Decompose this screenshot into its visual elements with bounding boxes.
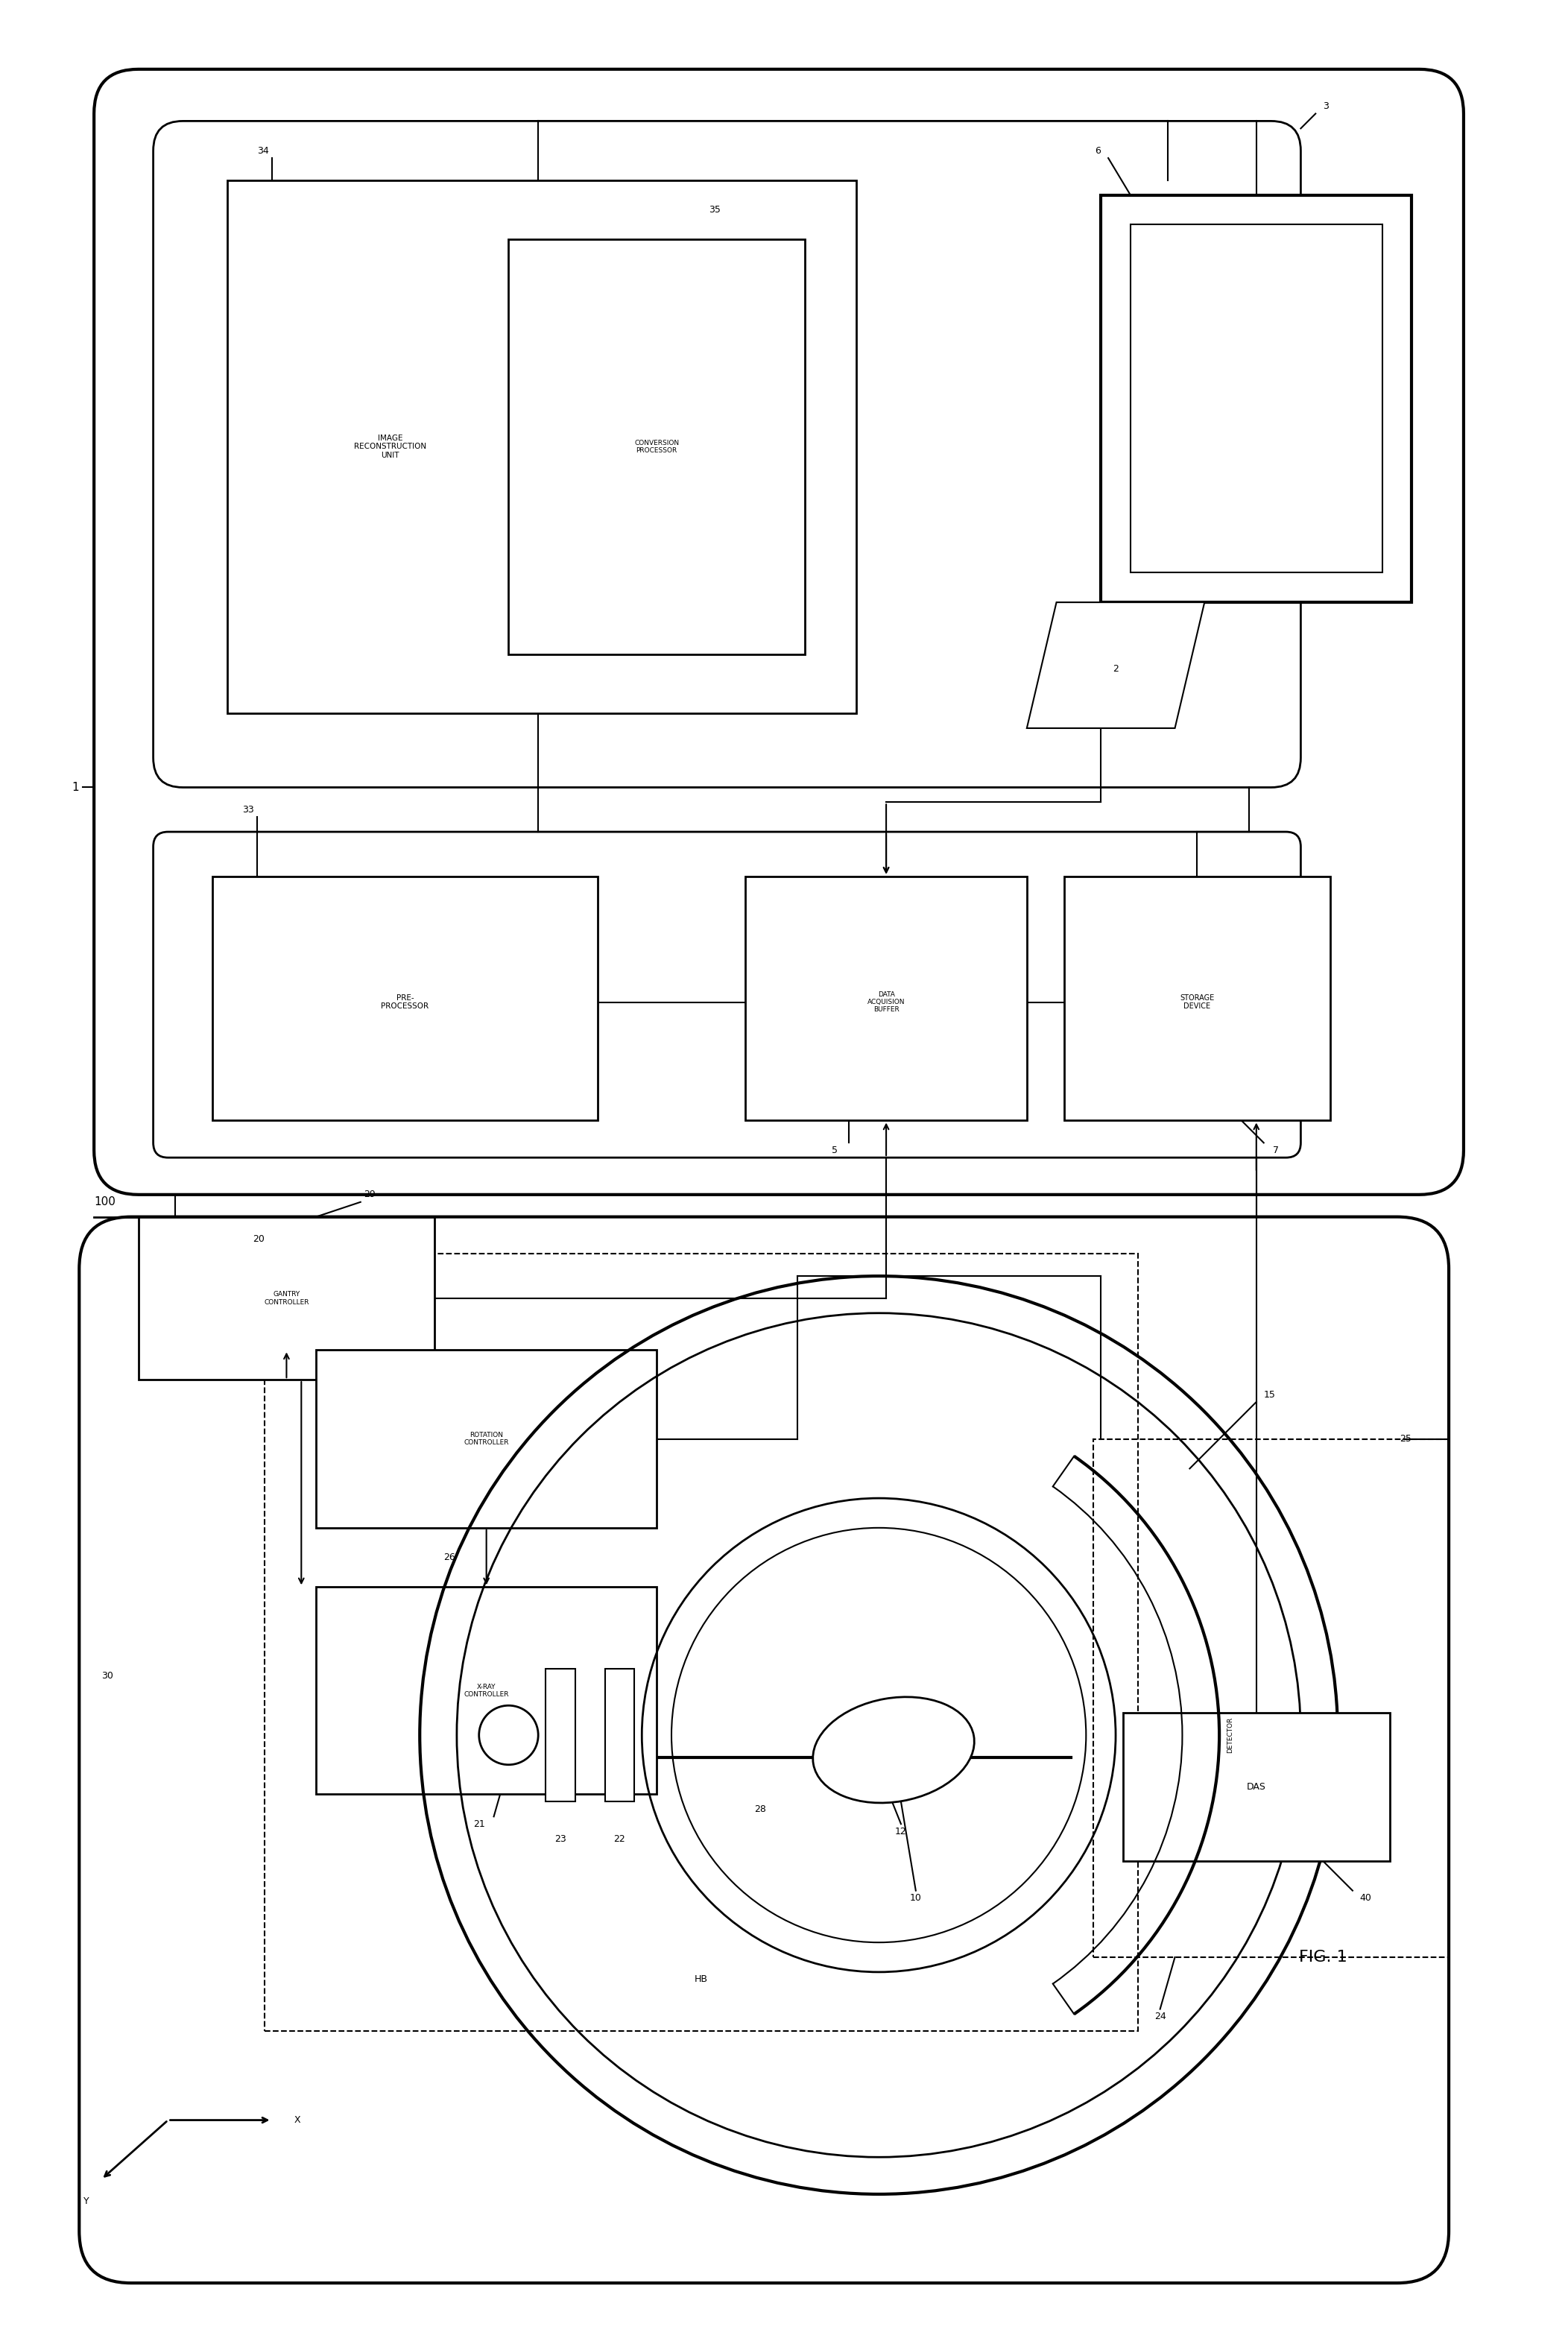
Text: Y: Y xyxy=(83,2197,89,2207)
Bar xyxy=(213,877,597,1121)
Text: 12: 12 xyxy=(895,1826,906,1835)
Ellipse shape xyxy=(812,1697,974,1802)
FancyBboxPatch shape xyxy=(154,122,1301,787)
Bar xyxy=(317,1586,657,1795)
Text: 100: 100 xyxy=(94,1196,116,1208)
Text: 28: 28 xyxy=(754,1805,767,1814)
Text: 10: 10 xyxy=(909,1894,922,1904)
Bar xyxy=(1123,1713,1389,1861)
Polygon shape xyxy=(1027,602,1204,728)
FancyBboxPatch shape xyxy=(80,1217,1449,2282)
Text: 26: 26 xyxy=(444,1553,455,1563)
FancyBboxPatch shape xyxy=(94,68,1463,1194)
Bar xyxy=(745,877,1027,1121)
Text: 3: 3 xyxy=(1323,101,1328,110)
Bar xyxy=(546,1669,575,1802)
Text: IMAGE
RECONSTRUCTION
UNIT: IMAGE RECONSTRUCTION UNIT xyxy=(354,435,426,458)
Text: 5: 5 xyxy=(831,1144,837,1156)
Text: 35: 35 xyxy=(709,204,720,214)
Text: 7: 7 xyxy=(1273,1144,1278,1156)
Bar xyxy=(1093,1438,1449,1958)
Text: 24: 24 xyxy=(1154,2012,1167,2021)
Text: ROTATION
CONTROLLER: ROTATION CONTROLLER xyxy=(464,1431,510,1445)
Text: 22: 22 xyxy=(613,1833,626,1845)
Text: 29: 29 xyxy=(364,1189,375,1199)
Text: 34: 34 xyxy=(257,146,268,155)
Text: 40: 40 xyxy=(1359,1894,1372,1904)
Text: X-RAY
CONTROLLER: X-RAY CONTROLLER xyxy=(464,1683,510,1699)
Text: 33: 33 xyxy=(241,804,254,815)
Text: 1: 1 xyxy=(72,783,80,792)
Text: HB: HB xyxy=(695,1974,707,1983)
Bar xyxy=(1131,226,1381,573)
Bar xyxy=(508,240,804,653)
Bar xyxy=(1063,877,1330,1121)
Bar xyxy=(265,1255,1138,2030)
Text: 30: 30 xyxy=(102,1671,113,1680)
Text: 6: 6 xyxy=(1094,146,1101,155)
Bar xyxy=(317,1351,657,1528)
Bar xyxy=(605,1669,635,1802)
Bar xyxy=(227,181,856,714)
Bar xyxy=(138,1217,434,1379)
Text: 20: 20 xyxy=(252,1234,265,1243)
Text: 21: 21 xyxy=(474,1819,485,1828)
Text: FIG. 1: FIG. 1 xyxy=(1298,1950,1347,1965)
Text: DETECTOR: DETECTOR xyxy=(1228,1718,1234,1753)
Text: DATA
ACQUISION
BUFFER: DATA ACQUISION BUFFER xyxy=(867,992,905,1013)
Text: 23: 23 xyxy=(555,1833,566,1845)
Text: 2: 2 xyxy=(1113,665,1118,674)
Text: X: X xyxy=(293,2115,301,2124)
Text: PRE-
PROCESSOR: PRE- PROCESSOR xyxy=(381,994,428,1010)
Text: STORAGE
DEVICE: STORAGE DEVICE xyxy=(1179,994,1214,1010)
Text: DAS: DAS xyxy=(1247,1781,1265,1791)
FancyBboxPatch shape xyxy=(154,832,1301,1159)
Text: CONVERSION
PROCESSOR: CONVERSION PROCESSOR xyxy=(635,439,679,454)
Bar xyxy=(1101,195,1411,602)
Text: GANTRY
CONTROLLER: GANTRY CONTROLLER xyxy=(263,1290,309,1307)
Text: 25: 25 xyxy=(1400,1434,1411,1443)
Text: 15: 15 xyxy=(1264,1389,1275,1398)
